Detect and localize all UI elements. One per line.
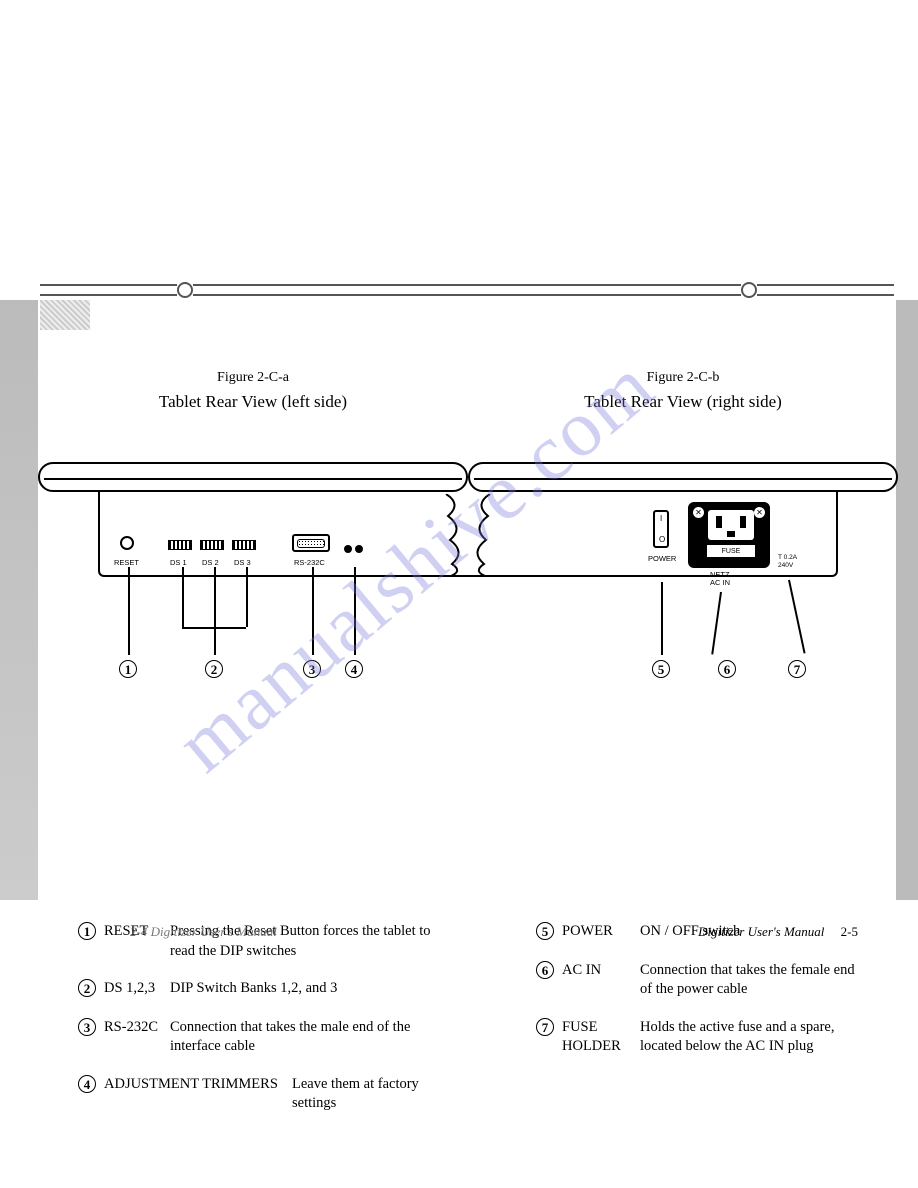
ds2-label: DS 2: [202, 558, 219, 567]
desc-item: 6 AC IN Connection that takes the female…: [536, 961, 868, 1000]
item-label: DS 1,2,3: [104, 979, 170, 1000]
port-row-left: RESET DS 1 DS 2 DS 3 RS-232C: [102, 534, 448, 574]
power-label: POWER: [648, 554, 676, 563]
rs232-port-icon: [292, 534, 330, 552]
callout-3: 3: [303, 660, 321, 678]
adjustment-trimmers-icon: [344, 540, 366, 558]
page-spread: Figure 2-C-a Tablet Rear View (left side…: [0, 310, 918, 948]
item-label: ADJUSTMENT TRIMMERS: [104, 1075, 292, 1114]
description-list-right: 5 POWER ON / OFF switch 6 AC IN Connecti…: [488, 922, 878, 1057]
callout-line: [312, 567, 314, 655]
diagram-right: POWER ✕ ✕ FUSE NETZ AC IN T 0.2A 240V 5: [488, 462, 878, 682]
item-text: Leave them at factory settings: [292, 1075, 438, 1114]
item-text: Holds the active fuse and a spare, locat…: [640, 1018, 868, 1057]
callout-6: 6: [718, 660, 736, 678]
ds3-label: DS 3: [234, 558, 251, 567]
power-switch-icon: [653, 510, 669, 548]
figure-title-left: Tablet Rear View (left side): [58, 392, 448, 412]
callout-7: 7: [788, 660, 806, 678]
item-text: Connection that takes the female end of …: [640, 961, 868, 1000]
tablet-top-rail: [38, 462, 468, 492]
item-label: POWER: [562, 922, 640, 943]
callout-line: [661, 582, 663, 655]
item-label: FUSE HOLDER: [562, 1018, 640, 1057]
callout-line: [182, 567, 184, 627]
callout-5: 5: [652, 660, 670, 678]
rs232-label: RS-232C: [294, 558, 325, 567]
callout-4: 4: [345, 660, 363, 678]
footer-book-title: Digitizer User's Manual: [698, 924, 824, 939]
dip-switch-3: [232, 540, 256, 550]
ac-plug-icon: [708, 510, 754, 540]
description-list-left: 1 RESET Pressing the Reset Button forces…: [58, 922, 448, 1114]
item-number: 2: [78, 979, 96, 997]
figure-number-left: Figure 2-C-a: [58, 370, 448, 386]
callout-line: [788, 580, 805, 654]
callout-1: 1: [119, 660, 137, 678]
callout-line: [214, 627, 216, 655]
footer-page-number: 2-5: [841, 924, 858, 939]
ds1-label: DS 1: [170, 558, 187, 567]
callout-line: [214, 567, 216, 627]
item-number: 3: [78, 1018, 96, 1036]
callout-line: [354, 567, 356, 655]
callout-2: 2: [205, 660, 223, 678]
diagram-left: RESET DS 1 DS 2 DS 3 RS-232C 1: [58, 462, 448, 682]
callout-line: [246, 567, 248, 627]
desc-item: 4 ADJUSTMENT TRIMMERS Leave them at fact…: [78, 1075, 438, 1114]
page-footer-left: 2-4 Digitizer User's Manual: [130, 924, 277, 940]
callout-line: [711, 592, 721, 655]
fuse-slot-icon: FUSE: [706, 544, 756, 558]
reset-button-icon: [120, 536, 134, 550]
fuse-rating-top: T 0.2A: [778, 554, 797, 561]
fuse-rating-bot: 240V: [778, 562, 793, 569]
desc-item: 7 FUSE HOLDER Holds the active fuse and …: [536, 1018, 868, 1057]
item-number: 7: [536, 1018, 554, 1036]
figure-title-right: Tablet Rear View (right side): [488, 392, 878, 412]
tablet-top-rail: [468, 462, 898, 492]
item-text: Connection that takes the male end of th…: [170, 1018, 438, 1057]
desc-item: 2 DS 1,2,3 DIP Switch Banks 1,2, and 3: [78, 979, 438, 1000]
acin-label-bot: AC IN: [710, 578, 730, 587]
item-label: RS-232C: [104, 1018, 170, 1057]
item-text: DIP Switch Banks 1,2, and 3: [170, 979, 438, 1000]
dip-switch-2: [200, 540, 224, 550]
item-number: 1: [78, 922, 96, 940]
item-number: 5: [536, 922, 554, 940]
binding-bar: [40, 280, 894, 300]
item-number: 4: [78, 1075, 96, 1093]
torn-edge-icon: [468, 494, 492, 577]
item-label: AC IN: [562, 961, 640, 1000]
callout-line: [128, 567, 130, 655]
page-footer-right: Digitizer User's Manual 2-5: [698, 924, 858, 940]
figure-number-right: Figure 2-C-b: [488, 370, 878, 386]
desc-item: 3 RS-232C Connection that takes the male…: [78, 1018, 438, 1057]
left-page: Figure 2-C-a Tablet Rear View (left side…: [0, 310, 468, 948]
reset-label: RESET: [114, 558, 139, 567]
dip-switch-1: [168, 540, 192, 550]
item-number: 6: [536, 961, 554, 979]
ac-inlet-module-icon: ✕ ✕ FUSE: [688, 502, 770, 568]
right-page: Figure 2-C-b Tablet Rear View (right sid…: [468, 310, 918, 948]
